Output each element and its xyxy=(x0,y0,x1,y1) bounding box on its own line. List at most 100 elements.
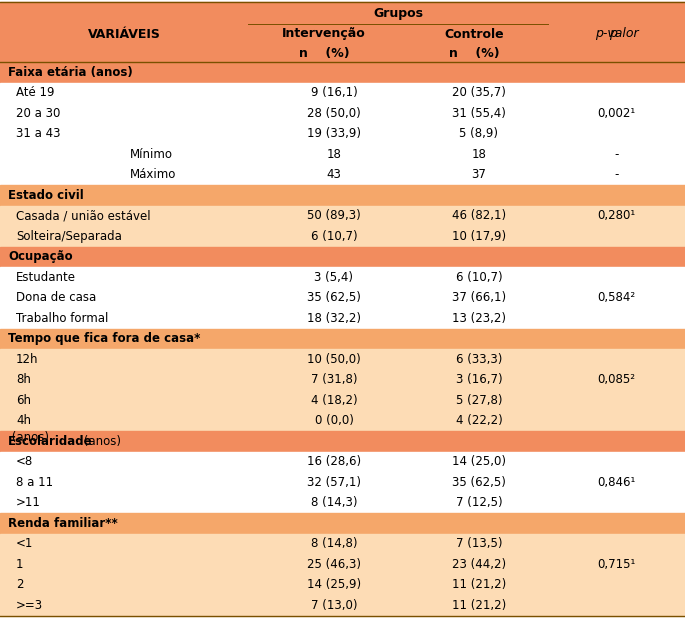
Text: 13 (23,2): 13 (23,2) xyxy=(452,312,506,324)
Text: 3 (16,7): 3 (16,7) xyxy=(456,373,502,387)
Bar xyxy=(0,62,685,83)
Text: Renda familiar**: Renda familiar** xyxy=(8,516,118,530)
Text: 31 a 43: 31 a 43 xyxy=(16,127,60,140)
Text: (anos): (anos) xyxy=(8,431,49,444)
Bar xyxy=(0,164,685,185)
Text: 6 (10,7): 6 (10,7) xyxy=(311,230,358,243)
Text: 7 (12,5): 7 (12,5) xyxy=(456,496,502,509)
Bar xyxy=(0,287,685,308)
Text: n    (%): n (%) xyxy=(449,47,499,60)
Bar xyxy=(0,595,685,616)
Text: 0,280¹: 0,280¹ xyxy=(597,209,636,222)
Text: 4h: 4h xyxy=(16,414,31,428)
Text: 6 (33,3): 6 (33,3) xyxy=(456,353,502,365)
Bar xyxy=(0,103,685,124)
Text: 32 (57,1): 32 (57,1) xyxy=(307,476,361,489)
Text: 14 (25,9): 14 (25,9) xyxy=(307,579,361,591)
Text: 7 (13,5): 7 (13,5) xyxy=(456,537,502,550)
Text: 18: 18 xyxy=(327,148,341,161)
Text: 37 (66,1): 37 (66,1) xyxy=(452,291,506,304)
Text: 0,085²: 0,085² xyxy=(597,373,636,387)
Bar xyxy=(0,369,685,390)
Bar xyxy=(0,308,685,328)
Text: Tempo que fica fora de casa*: Tempo que fica fora de casa* xyxy=(8,332,201,345)
Text: 19 (33,9): 19 (33,9) xyxy=(307,127,361,140)
Bar xyxy=(0,534,685,554)
Bar xyxy=(0,124,685,144)
Text: Ocupação: Ocupação xyxy=(8,250,73,263)
Text: 11 (21,2): 11 (21,2) xyxy=(452,579,506,591)
Bar xyxy=(0,431,685,451)
Text: 50 (89,3): 50 (89,3) xyxy=(307,209,361,222)
Text: 9 (16,1): 9 (16,1) xyxy=(310,86,358,99)
Text: 37: 37 xyxy=(471,168,486,181)
Text: 0,715¹: 0,715¹ xyxy=(597,557,636,571)
Bar xyxy=(0,246,685,267)
Bar xyxy=(0,267,685,287)
Text: 25 (46,3): 25 (46,3) xyxy=(307,557,361,571)
Text: -: - xyxy=(614,148,619,161)
Text: <1: <1 xyxy=(16,537,34,550)
Text: Máximo: Máximo xyxy=(130,168,176,181)
Bar xyxy=(0,328,685,349)
Text: Controle: Controle xyxy=(444,28,503,40)
Text: Estado civil: Estado civil xyxy=(8,189,84,202)
Text: Estudante: Estudante xyxy=(16,271,76,284)
Bar xyxy=(0,205,685,226)
Bar xyxy=(0,2,685,24)
Text: 20 a 30: 20 a 30 xyxy=(16,107,60,120)
Text: 6 (10,7): 6 (10,7) xyxy=(456,271,502,284)
Text: 0,002¹: 0,002¹ xyxy=(597,107,636,120)
Text: 2: 2 xyxy=(16,579,23,591)
Text: p-valor: p-valor xyxy=(595,28,638,40)
Bar xyxy=(0,554,685,575)
Text: 23 (44,2): 23 (44,2) xyxy=(452,557,506,571)
Text: 35 (62,5): 35 (62,5) xyxy=(307,291,361,304)
Text: 16 (28,6): 16 (28,6) xyxy=(307,455,361,468)
Text: -: - xyxy=(614,168,619,181)
Text: Até 19: Até 19 xyxy=(16,86,55,99)
Bar xyxy=(0,513,685,534)
Text: 0,846¹: 0,846¹ xyxy=(597,476,636,489)
Text: 8 (14,8): 8 (14,8) xyxy=(311,537,358,550)
Text: Mínimo: Mínimo xyxy=(130,148,173,161)
Bar xyxy=(0,24,685,44)
Text: 46 (82,1): 46 (82,1) xyxy=(452,209,506,222)
Text: Casada / união estável: Casada / união estável xyxy=(16,209,151,222)
Text: 31 (55,4): 31 (55,4) xyxy=(452,107,506,120)
Bar xyxy=(0,472,685,493)
Text: 14 (25,0): 14 (25,0) xyxy=(452,455,506,468)
Bar xyxy=(0,83,685,103)
Text: >11: >11 xyxy=(16,496,41,509)
Text: Faixa etária (anos): Faixa etária (anos) xyxy=(8,66,133,79)
Text: VARIÁVEIS: VARIÁVEIS xyxy=(88,28,160,40)
Bar xyxy=(0,44,685,62)
Text: 7 (31,8): 7 (31,8) xyxy=(311,373,358,387)
Text: n    (%): n (%) xyxy=(299,47,349,60)
Text: (anos): (anos) xyxy=(80,435,121,448)
Bar xyxy=(0,575,685,595)
Text: 11 (21,2): 11 (21,2) xyxy=(452,599,506,612)
Text: 5 (8,9): 5 (8,9) xyxy=(460,127,499,140)
Text: Dona de casa: Dona de casa xyxy=(16,291,97,304)
Text: 10 (50,0): 10 (50,0) xyxy=(307,353,361,365)
Text: Grupos: Grupos xyxy=(373,6,423,19)
Text: 18: 18 xyxy=(471,148,486,161)
Text: Intervenção: Intervenção xyxy=(282,28,366,40)
Text: 4 (18,2): 4 (18,2) xyxy=(311,394,358,407)
Text: 7 (13,0): 7 (13,0) xyxy=(311,599,358,612)
Bar xyxy=(0,144,685,164)
Text: 10 (17,9): 10 (17,9) xyxy=(452,230,506,243)
Text: <8: <8 xyxy=(16,455,34,468)
Text: 18 (32,2): 18 (32,2) xyxy=(307,312,361,324)
Text: 8h: 8h xyxy=(16,373,31,387)
Text: Solteira/Separada: Solteira/Separada xyxy=(16,230,122,243)
Text: 35 (62,5): 35 (62,5) xyxy=(452,476,506,489)
Bar xyxy=(0,451,685,472)
Text: Trabalho formal: Trabalho formal xyxy=(16,312,108,324)
Text: 28 (50,0): 28 (50,0) xyxy=(307,107,361,120)
Text: 8 (14,3): 8 (14,3) xyxy=(311,496,358,509)
Bar xyxy=(0,226,685,246)
Bar xyxy=(0,349,685,369)
Text: 20 (35,7): 20 (35,7) xyxy=(452,86,506,99)
